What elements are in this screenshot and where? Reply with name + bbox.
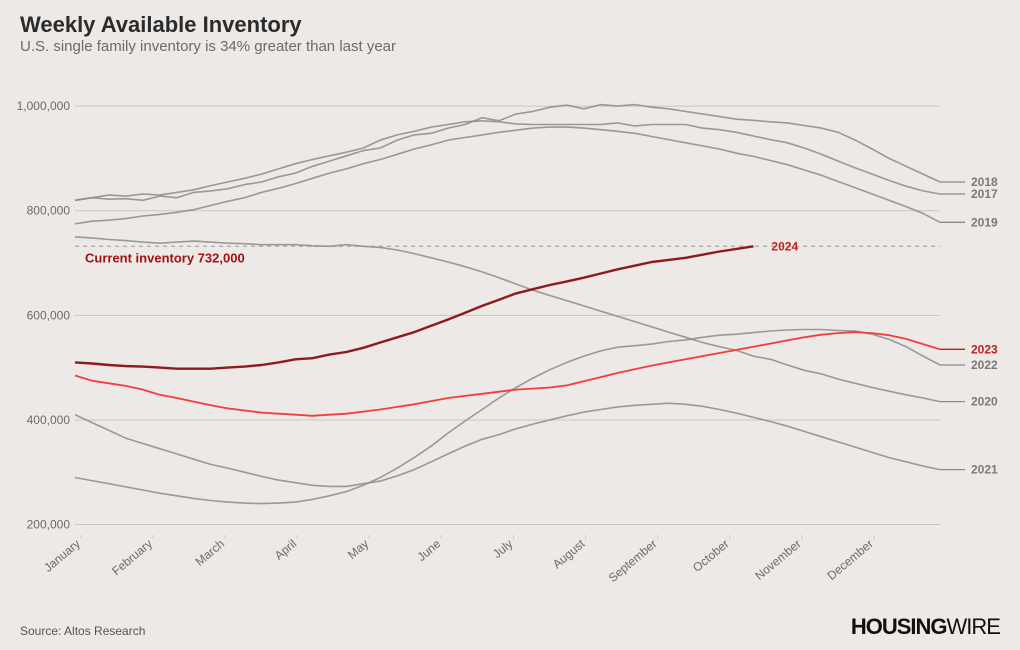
x-tick-label: September — [606, 537, 660, 585]
series-label-2017: 2017 — [971, 187, 998, 201]
x-tick-label: August — [550, 536, 588, 571]
y-tick-label: 800,000 — [27, 204, 71, 218]
x-tick-label: February — [109, 537, 155, 579]
y-tick-label: 1,000,000 — [17, 99, 71, 113]
series-label-2019: 2019 — [971, 215, 998, 229]
current-inventory-label: Current inventory 732,000 — [85, 250, 245, 265]
series-2022 — [75, 330, 940, 504]
x-tick-label: December — [824, 537, 875, 583]
series-2023 — [75, 332, 940, 416]
x-tick-label: June — [414, 536, 443, 564]
x-tick-label: November — [752, 537, 803, 583]
series-2017 — [75, 121, 940, 201]
logo-bold: HOUSING — [851, 614, 947, 639]
series-2018 — [75, 105, 940, 201]
x-tick-label: October — [690, 537, 732, 575]
inventory-chart: 200,000 400,000 600,000 800,000 1,000,000 Cur… — [0, 0, 1020, 650]
x-tick-label: May — [345, 537, 371, 562]
logo-thin: WIRE — [947, 614, 1000, 639]
x-tick-label: April — [272, 537, 299, 563]
series-label-2023: 2023 — [971, 342, 998, 356]
x-tick-label: January — [41, 537, 83, 575]
series-label-2022: 2022 — [971, 358, 998, 372]
series-2019 — [75, 127, 940, 224]
series-label-2024: 2024 — [771, 239, 798, 253]
series-label-2020: 2020 — [971, 395, 998, 409]
series-2021 — [75, 403, 940, 486]
housingwire-logo: HOUSINGWIRE — [851, 614, 1000, 640]
x-tick-label: March — [193, 537, 228, 569]
y-tick-label: 400,000 — [27, 413, 71, 427]
y-tick-label: 200,000 — [27, 518, 71, 532]
source-label: Source: Altos Research — [20, 624, 145, 638]
series-label-2021: 2021 — [971, 463, 998, 477]
y-tick-label: 600,000 — [27, 308, 71, 322]
x-tick-label: July — [490, 537, 515, 561]
